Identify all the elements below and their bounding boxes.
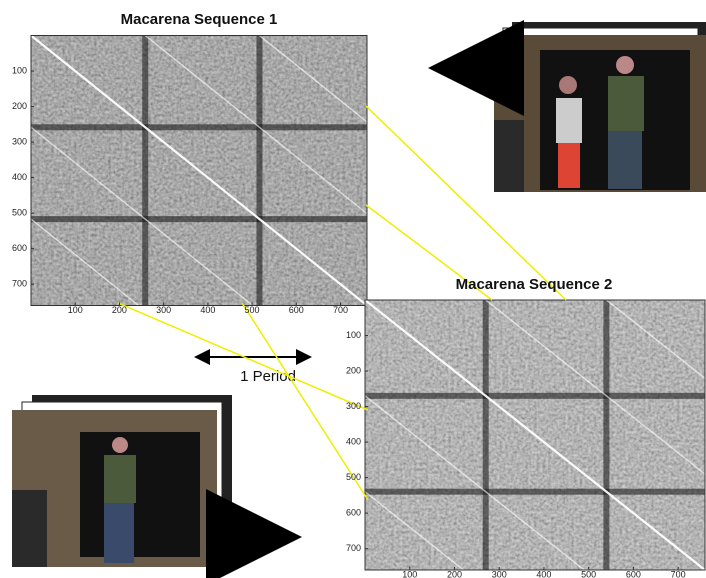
x-tick-label: 600 <box>289 305 304 315</box>
matrix-frame <box>364 299 706 571</box>
x-tick-label: 300 <box>492 569 507 578</box>
y-tick-label: 400 <box>12 172 27 182</box>
matrices <box>30 34 706 571</box>
y-tick-label: 500 <box>346 472 361 482</box>
y-tick-label: 400 <box>346 436 361 446</box>
diagonal <box>259 34 368 123</box>
y-tick-label: 200 <box>12 101 27 111</box>
y-tick-label: 600 <box>12 243 27 253</box>
diagonal <box>30 218 139 307</box>
diagonal <box>30 34 368 307</box>
band <box>482 300 489 570</box>
band <box>256 35 263 306</box>
x-tick-label: 500 <box>581 569 596 578</box>
band <box>365 488 705 495</box>
similarity-matrix <box>30 34 368 307</box>
y-tick-label: 100 <box>12 65 27 75</box>
matrix-frame <box>30 35 368 306</box>
diagonal <box>605 299 706 379</box>
video-frames-1 <box>494 22 706 192</box>
diagonal <box>30 126 254 307</box>
x-tick-label: 100 <box>68 305 83 315</box>
x-tick-label: 200 <box>112 305 127 315</box>
y-tick-label: 100 <box>346 330 361 340</box>
panel-title: Macarena Sequence 2 <box>456 276 613 293</box>
band <box>603 300 610 570</box>
x-tick-label: 100 <box>402 569 417 578</box>
x-tick-label: 500 <box>245 305 260 315</box>
connectors <box>117 105 567 501</box>
band <box>142 35 149 306</box>
similarity-matrix <box>364 299 706 571</box>
diagonal <box>364 395 585 571</box>
y-tick-label: 700 <box>12 279 27 289</box>
diagonal <box>144 34 368 215</box>
video-frames-2 <box>12 395 232 567</box>
panel-title: Macarena Sequence 1 <box>121 11 278 28</box>
x-tick-label: 400 <box>536 569 551 578</box>
y-tick-label: 500 <box>12 208 27 218</box>
x-tick-label: 300 <box>156 305 171 315</box>
band <box>365 392 705 399</box>
x-tick-label: 700 <box>671 569 686 578</box>
y-tick-label: 300 <box>12 136 27 146</box>
diagonal <box>364 299 706 571</box>
y-tick-label: 300 <box>346 401 361 411</box>
y-tick-label: 600 <box>346 508 361 518</box>
x-tick-label: 400 <box>200 305 215 315</box>
band <box>31 124 367 131</box>
diagonal <box>364 491 465 571</box>
band <box>31 216 367 223</box>
period-label: 1 Period <box>240 368 296 385</box>
x-tick-label: 600 <box>626 569 641 578</box>
x-tick-label: 200 <box>447 569 462 578</box>
x-tick-label: 700 <box>333 305 348 315</box>
y-tick-label: 200 <box>346 365 361 375</box>
y-tick-label: 700 <box>346 543 361 553</box>
diagonal <box>485 299 706 475</box>
